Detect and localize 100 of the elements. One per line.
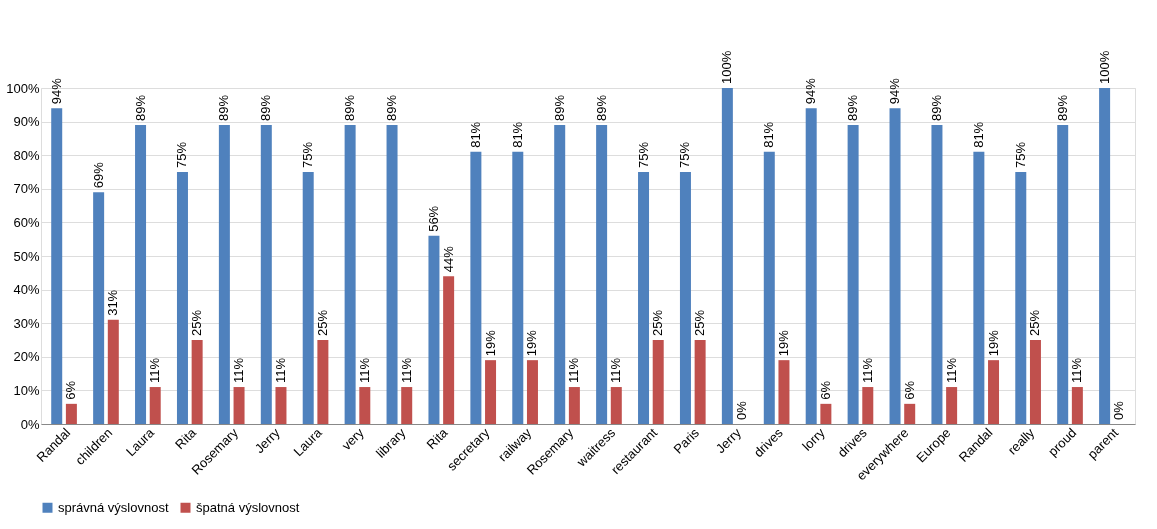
data-label: 89%	[928, 94, 944, 121]
data-label: 89%	[342, 94, 358, 121]
bar	[568, 387, 580, 424]
bar	[275, 387, 287, 424]
data-label: 89%	[593, 94, 609, 121]
bar	[218, 124, 230, 424]
legend-label: správná výslovnost	[58, 499, 169, 515]
bar	[135, 124, 147, 424]
bar	[638, 172, 650, 424]
bar	[652, 340, 664, 424]
y-tick-label: 90%	[13, 114, 40, 130]
bar	[554, 124, 566, 424]
bar	[51, 108, 63, 424]
data-label: 94%	[803, 77, 819, 105]
bar	[65, 403, 77, 424]
data-label: 94%	[48, 77, 64, 105]
data-label: 6%	[817, 380, 833, 400]
bar	[763, 151, 775, 424]
data-label: 0%	[734, 400, 750, 420]
bar	[1099, 88, 1111, 424]
bar	[191, 340, 203, 424]
data-label: 11%	[398, 357, 414, 384]
bar	[344, 124, 356, 424]
data-label: 25%	[314, 309, 330, 336]
bar	[596, 124, 608, 424]
data-label: 89%	[216, 94, 232, 121]
data-label: 31%	[105, 289, 121, 316]
bar	[931, 124, 943, 424]
y-tick-label: 80%	[13, 147, 40, 163]
y-tick-label: 0%	[20, 416, 40, 432]
data-label: 25%	[1027, 309, 1043, 336]
data-label: 11%	[859, 357, 875, 384]
bar	[428, 235, 440, 424]
data-label: 89%	[845, 94, 861, 121]
data-label: 11%	[943, 357, 959, 384]
bar	[359, 387, 371, 424]
data-label: 19%	[482, 329, 498, 357]
bar	[302, 172, 314, 424]
y-tick-label: 40%	[13, 282, 40, 298]
y-tick-label: 60%	[13, 214, 40, 230]
data-label: 81%	[509, 121, 525, 148]
data-label: 56%	[425, 205, 441, 232]
bar	[107, 319, 119, 424]
data-label: 44%	[440, 245, 456, 273]
data-label: 75%	[635, 141, 651, 168]
y-tick-label: 10%	[13, 382, 40, 398]
bar	[93, 192, 105, 424]
bar	[820, 403, 832, 424]
bar	[694, 340, 706, 424]
y-tick-label: 30%	[13, 315, 40, 331]
x-tick-label: very	[338, 424, 368, 454]
bar	[1029, 340, 1041, 424]
data-label: 89%	[551, 94, 567, 121]
y-tick-label: 100%	[6, 80, 40, 96]
y-tick-label: 50%	[13, 248, 40, 264]
data-label: 11%	[272, 357, 288, 384]
data-label: 25%	[650, 309, 666, 336]
data-label: 6%	[901, 380, 917, 400]
bar	[401, 387, 413, 424]
bar	[1057, 124, 1069, 424]
data-label: 25%	[692, 309, 708, 336]
x-tick-label: lorry	[799, 424, 829, 454]
bar	[847, 124, 859, 424]
bar	[904, 403, 916, 424]
bar	[778, 360, 790, 424]
bar	[233, 387, 245, 424]
data-label: 75%	[677, 141, 693, 168]
bar	[386, 124, 398, 424]
bar	[610, 387, 622, 424]
data-label: 11%	[1069, 357, 1085, 384]
bar	[149, 387, 161, 424]
data-label: 100%	[1096, 50, 1112, 84]
data-label: 81%	[467, 121, 483, 148]
data-label: 19%	[985, 329, 1001, 357]
data-label: 11%	[147, 357, 163, 384]
bar	[805, 108, 817, 424]
data-label: 89%	[1054, 94, 1070, 121]
x-tick-label: Rita	[423, 424, 452, 453]
data-label: 89%	[132, 94, 148, 121]
bar	[443, 276, 455, 424]
bar	[317, 340, 329, 424]
bar	[260, 124, 272, 424]
bar	[1015, 172, 1027, 424]
legend-label: špatná výslovnost	[196, 499, 300, 515]
data-label: 11%	[356, 357, 372, 384]
bar	[679, 172, 691, 424]
data-label: 94%	[887, 77, 903, 105]
bar	[485, 360, 497, 424]
data-label: 11%	[231, 357, 247, 384]
bar	[946, 387, 958, 424]
y-tick-label: 20%	[13, 349, 40, 365]
data-label: 75%	[1012, 141, 1028, 168]
y-tick-label: 70%	[13, 181, 40, 197]
data-label: 6%	[63, 380, 79, 400]
data-label: 11%	[566, 357, 582, 384]
bar	[889, 108, 901, 424]
bar	[973, 151, 985, 424]
data-label: 100%	[719, 50, 735, 84]
bar	[176, 172, 188, 424]
data-label: 75%	[300, 141, 316, 168]
